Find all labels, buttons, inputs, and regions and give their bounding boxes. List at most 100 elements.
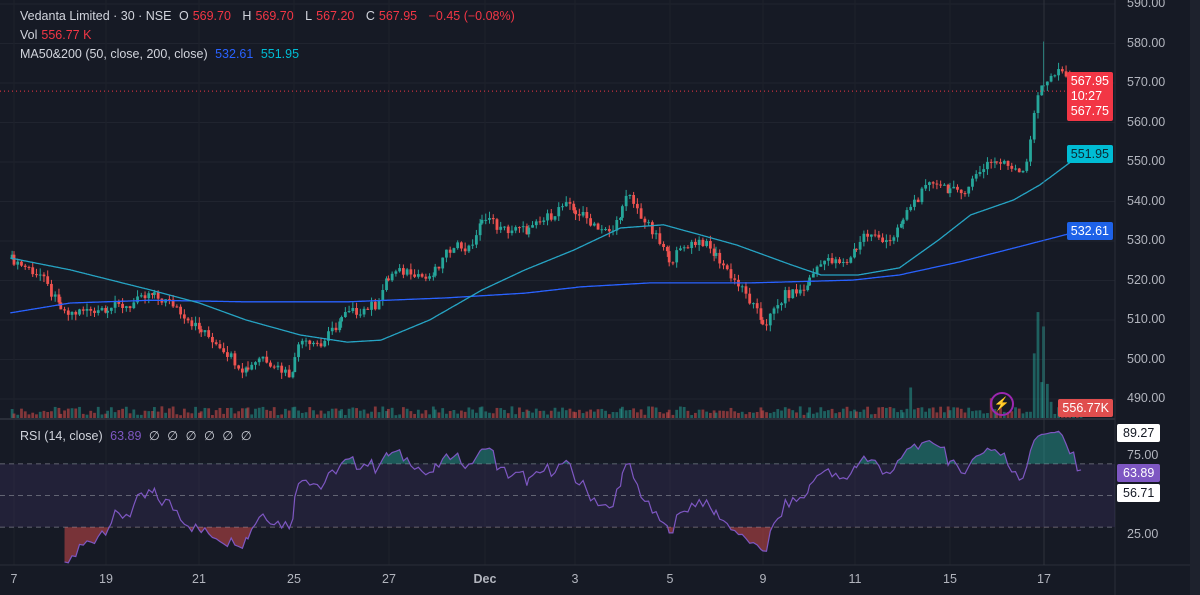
volume-bar <box>510 406 514 418</box>
candle-body <box>621 206 624 218</box>
candle-body <box>300 340 304 345</box>
candle <box>808 274 811 286</box>
volume-bar <box>506 413 510 418</box>
volume-bar <box>564 410 568 418</box>
candle-body <box>57 294 61 303</box>
candle <box>89 306 93 316</box>
prev-price: 567.75 <box>1070 104 1109 118</box>
symbol-name[interactable]: Vedanta Limited · 30 · NSE <box>20 9 172 23</box>
high-value: 569.70 <box>255 9 294 23</box>
volume-bar <box>740 411 744 418</box>
candle-body <box>394 271 398 274</box>
candle <box>772 306 776 321</box>
candle-body <box>293 357 297 373</box>
candle <box>1057 62 1060 81</box>
candle <box>564 196 568 207</box>
ma-legend[interactable]: MA50&200 (50, close, 200, close) 532.61 … <box>20 47 303 61</box>
candle <box>899 221 903 229</box>
volume-bar <box>197 412 201 418</box>
candle-body <box>147 293 151 299</box>
candle <box>284 366 287 377</box>
candle <box>787 286 791 302</box>
candle-body <box>398 268 402 272</box>
candle-body <box>791 289 795 299</box>
volume-bar <box>398 414 402 418</box>
candle <box>413 269 417 278</box>
candle <box>416 269 420 279</box>
volume-bar <box>143 410 147 418</box>
volume-bar <box>780 410 783 418</box>
candle-body <box>956 186 959 190</box>
candle-body <box>795 289 798 294</box>
candle-body <box>74 311 78 315</box>
rsi-value: 63.89 <box>110 429 142 443</box>
candle-body <box>899 223 903 228</box>
candle <box>718 249 722 269</box>
price-axis-label: 520.00 <box>1127 272 1166 287</box>
candle <box>635 198 639 214</box>
candle-body <box>194 322 197 327</box>
candle <box>452 247 456 254</box>
volume-bar <box>280 414 284 418</box>
candle-body <box>752 303 755 305</box>
candle-body <box>431 275 435 277</box>
candle-body <box>722 263 725 266</box>
low-value: 567.20 <box>316 9 355 23</box>
candle <box>484 213 488 225</box>
candle-body <box>534 221 538 226</box>
candle <box>607 225 611 238</box>
candle <box>1045 81 1049 92</box>
candle <box>488 211 491 224</box>
volume-bar <box>437 412 441 418</box>
time-axis-label: 3 <box>571 572 579 586</box>
candle <box>401 264 405 279</box>
candle <box>167 295 171 305</box>
candle <box>261 356 265 362</box>
volume-bar <box>460 410 463 418</box>
volume-bar <box>297 410 300 418</box>
volume-bar <box>53 406 57 418</box>
candle <box>23 263 27 270</box>
candle-body <box>327 331 330 341</box>
candle-body <box>1042 85 1045 87</box>
rsi-overbought-fill <box>64 431 1082 464</box>
volume-bar <box>654 407 658 418</box>
volume-bar <box>81 413 85 418</box>
rsi-extra: ∅ <box>185 429 197 443</box>
rsi-legend[interactable]: RSI (14, close) 63.89 ∅ ∅ ∅ ∅ ∅ ∅ <box>20 428 256 443</box>
candle-body <box>675 250 679 263</box>
price-axis-label: 590.00 <box>1127 0 1166 10</box>
candle <box>46 270 50 286</box>
lightning-bolt-icon[interactable]: ⚡ <box>990 392 1014 416</box>
candle-body <box>714 252 718 256</box>
volume-bar <box>849 411 853 418</box>
candle-body <box>437 266 441 269</box>
volume-bar <box>718 410 722 418</box>
volume-bar <box>1045 383 1049 418</box>
candle-body <box>596 223 600 230</box>
candle-body <box>694 241 697 246</box>
volume-bar <box>755 411 759 418</box>
candle <box>892 235 896 245</box>
candle-body <box>121 303 124 308</box>
candle <box>226 345 229 362</box>
candle <box>776 299 780 314</box>
high-label: H <box>242 9 252 23</box>
volume-bar <box>939 406 943 418</box>
candle-body <box>139 295 143 297</box>
candle-body <box>733 278 737 280</box>
volume-legend[interactable]: Vol 556.77 K <box>20 28 95 42</box>
volume-bar <box>106 410 109 418</box>
candle-body <box>815 266 819 274</box>
volume-bar <box>658 412 662 418</box>
candle <box>729 263 733 282</box>
candle-body <box>240 368 244 373</box>
candle-body <box>284 369 287 373</box>
candle-body <box>549 213 553 220</box>
candle-body <box>974 174 978 179</box>
candle-body <box>128 306 132 309</box>
volume-bar <box>811 413 815 418</box>
candle <box>257 356 261 366</box>
candle <box>869 234 873 242</box>
